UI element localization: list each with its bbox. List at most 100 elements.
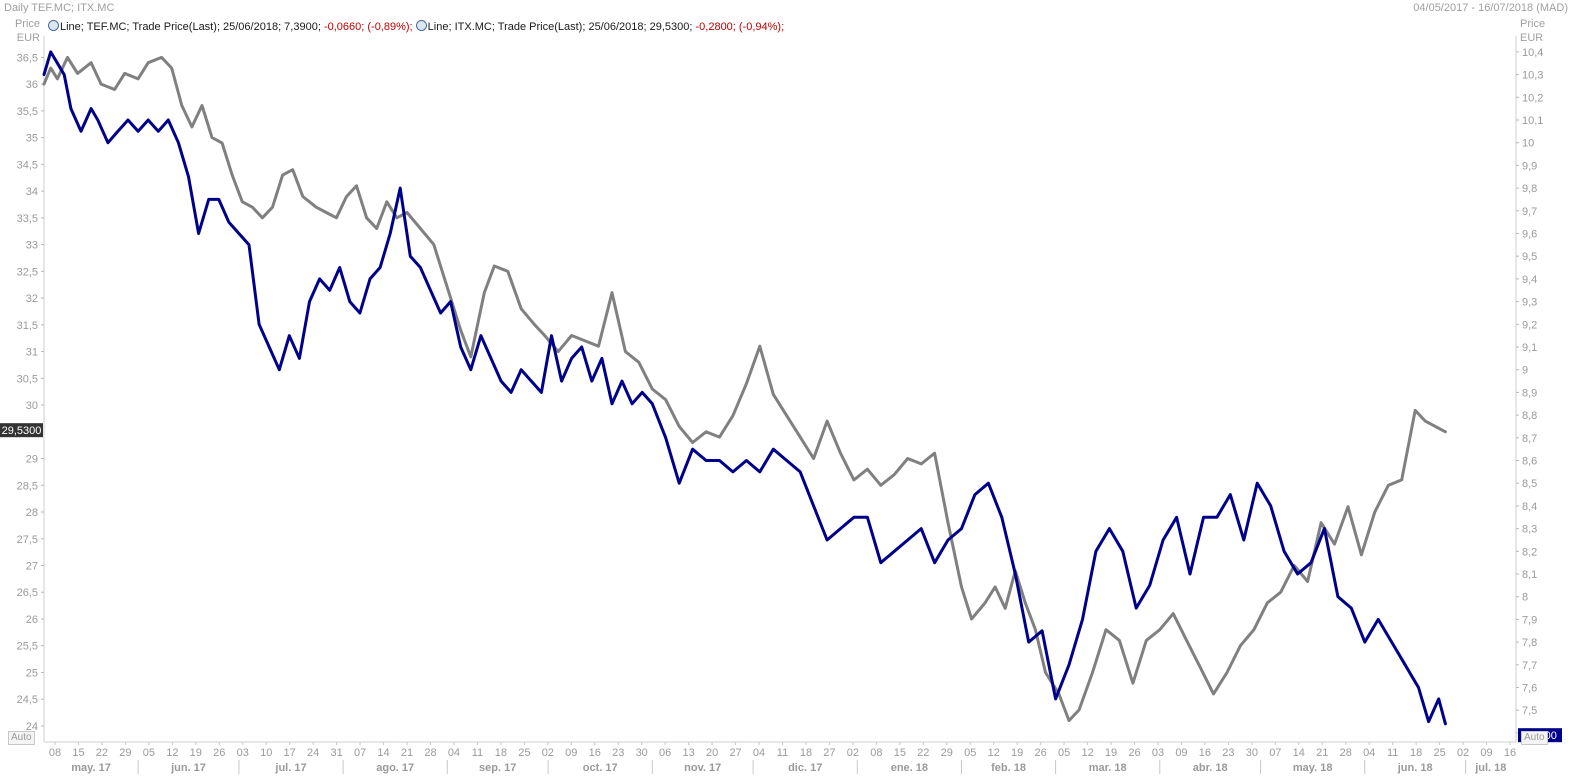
day-tick-label: 05	[1058, 747, 1070, 759]
right-tick-label: 7,7	[1522, 660, 1537, 672]
day-tick-label: 04	[1363, 747, 1375, 759]
right-tick-label: 9,4	[1522, 274, 1537, 286]
day-tick-label: 16	[1504, 747, 1516, 759]
left-axis-title-line1: Price	[14, 18, 40, 30]
day-tick-label: 22	[917, 747, 929, 759]
day-tick-label: 29	[119, 747, 131, 759]
series-itx-line[interactable]	[42, 55, 1447, 723]
day-tick-label: 20	[706, 747, 718, 759]
month-label: abr. 18	[1193, 762, 1228, 774]
day-tick-label: 14	[1293, 747, 1305, 759]
day-tick-label: 23	[1222, 747, 1234, 759]
legend-item-tef[interactable]: Line; TEF.MC; Trade Price(Last); 25/06/2…	[48, 20, 416, 33]
auto-scale-left-button[interactable]: Auto	[8, 731, 35, 745]
legend-text-tef: Line; TEF.MC; Trade Price(Last); 25/06/2…	[60, 21, 321, 33]
day-tick-label: 27	[729, 747, 741, 759]
day-tick-label: 09	[1175, 747, 1187, 759]
grid	[43, 36, 1517, 743]
left-tick-label: 36	[26, 79, 38, 91]
day-tick-label: 08	[870, 747, 882, 759]
right-tick-label: 8,9	[1522, 387, 1537, 399]
day-tick-label: 18	[1410, 747, 1422, 759]
day-tick-label: 02	[542, 747, 554, 759]
day-tick-label: 24	[307, 747, 319, 759]
day-tick-label: 28	[424, 747, 436, 759]
day-tick-label: 17	[284, 747, 296, 759]
day-tick-label: 12	[1081, 747, 1093, 759]
day-tick-label: 09	[565, 747, 577, 759]
left-tick-label: 24,5	[17, 694, 38, 706]
day-tick-label: 03	[237, 747, 249, 759]
left-tick-label: 26	[26, 614, 38, 626]
day-tick-label: 03	[1152, 747, 1164, 759]
right-tick-label: 8,5	[1522, 478, 1537, 490]
left-tick-label: 33,5	[17, 213, 38, 225]
day-tick-label: 29	[941, 747, 953, 759]
right-axis-title: Price EUR	[1520, 17, 1546, 45]
day-tick-label: 18	[800, 747, 812, 759]
day-tick-label: 12	[988, 747, 1000, 759]
last-value-badges: 29,53007,3900	[0, 423, 1562, 743]
left-axis: 36,5 36 35,5 35 34,5 34 33,5 33 32,5 32 31,5 31 30,5…	[17, 52, 44, 733]
right-tick-label: 7,8	[1522, 637, 1537, 649]
clock-icon	[415, 20, 427, 31]
legend-item-itx[interactable]: Line; ITX.MC; Trade Price(Last); 25/06/2…	[415, 20, 785, 33]
left-tick-label: 33	[26, 240, 38, 252]
day-tick-label: 05	[143, 747, 155, 759]
day-tick-label: 15	[72, 747, 84, 759]
day-tick-label: 21	[401, 747, 413, 759]
series-tef-line[interactable]	[42, 50, 1447, 726]
right-tick-label: 8,8	[1522, 410, 1537, 422]
right-tick-label: 9,7	[1522, 206, 1537, 218]
day-tick-label: 25	[1433, 747, 1445, 759]
day-tick-label: 26	[1035, 747, 1047, 759]
month-label: jun. 17	[170, 762, 206, 774]
left-tick-label: 29	[26, 454, 38, 466]
left-tick-label: 24	[26, 721, 38, 733]
series-group	[42, 50, 1447, 726]
right-tick-label: 8,3	[1522, 524, 1537, 536]
left-tick-label: 26,5	[17, 587, 38, 599]
day-tick-label: 27	[823, 747, 835, 759]
left-tick-label: 25,5	[17, 641, 38, 653]
right-tick-label: 8,4	[1522, 501, 1537, 513]
right-tick-label: 9,9	[1522, 160, 1537, 172]
right-tick-label: 7,9	[1522, 614, 1537, 626]
legend-change-itx: -0,2800; (-0,94%);	[692, 21, 785, 33]
month-label: jul. 17	[274, 762, 306, 774]
day-tick-label: 14	[377, 747, 389, 759]
month-label: jun. 18	[1397, 762, 1433, 774]
day-tick-label: 16	[589, 747, 601, 759]
day-tick-label: 12	[166, 747, 178, 759]
left-tick-label: 34	[26, 186, 38, 198]
left-tick-label: 30,5	[17, 373, 38, 385]
month-label: may. 18	[1293, 762, 1333, 774]
left-tick-label: 32,5	[17, 266, 38, 278]
left-tick-label: 28	[26, 507, 38, 519]
month-label: ago. 17	[376, 762, 414, 774]
day-tick-label: 02	[847, 747, 859, 759]
right-tick-label: 10	[1522, 138, 1534, 150]
legend: Line; TEF.MC; Trade Price(Last); 25/06/2…	[48, 20, 784, 33]
left-tick-label: 25	[26, 667, 38, 679]
right-tick-label: 8,2	[1522, 546, 1537, 558]
left-tick-label: 28,5	[17, 480, 38, 492]
left-tick-label: 34,5	[17, 159, 38, 171]
auto-scale-right-button[interactable]: Auto	[1521, 731, 1548, 745]
right-axis-title-line1: Price	[1520, 18, 1546, 30]
day-tick-label: 04	[753, 747, 765, 759]
right-tick-label: 7,5	[1522, 705, 1537, 717]
right-tick-label: 8,1	[1522, 569, 1537, 581]
left-axis-title: Price EUR	[6, 17, 40, 45]
right-tick-label: 8	[1522, 592, 1528, 604]
day-tick-label: 28	[1340, 747, 1352, 759]
day-tick-label: 30	[636, 747, 648, 759]
day-tick-label: 04	[448, 747, 460, 759]
month-label: oct. 17	[583, 762, 618, 774]
right-axis: 10,4 10,3 10,2 10,1 10 9,9 9,8 9,7 9,6 9,5 9,4 9,3 9…	[1516, 47, 1543, 740]
x-axis: 08 15 22 29 05 12 19 26 03 10 17 24 31 07 14 21 28 04 11 18…	[49, 742, 1516, 774]
month-label: dic. 17	[788, 762, 822, 774]
day-tick-label: 08	[49, 747, 61, 759]
day-tick-label: 31	[330, 747, 342, 759]
